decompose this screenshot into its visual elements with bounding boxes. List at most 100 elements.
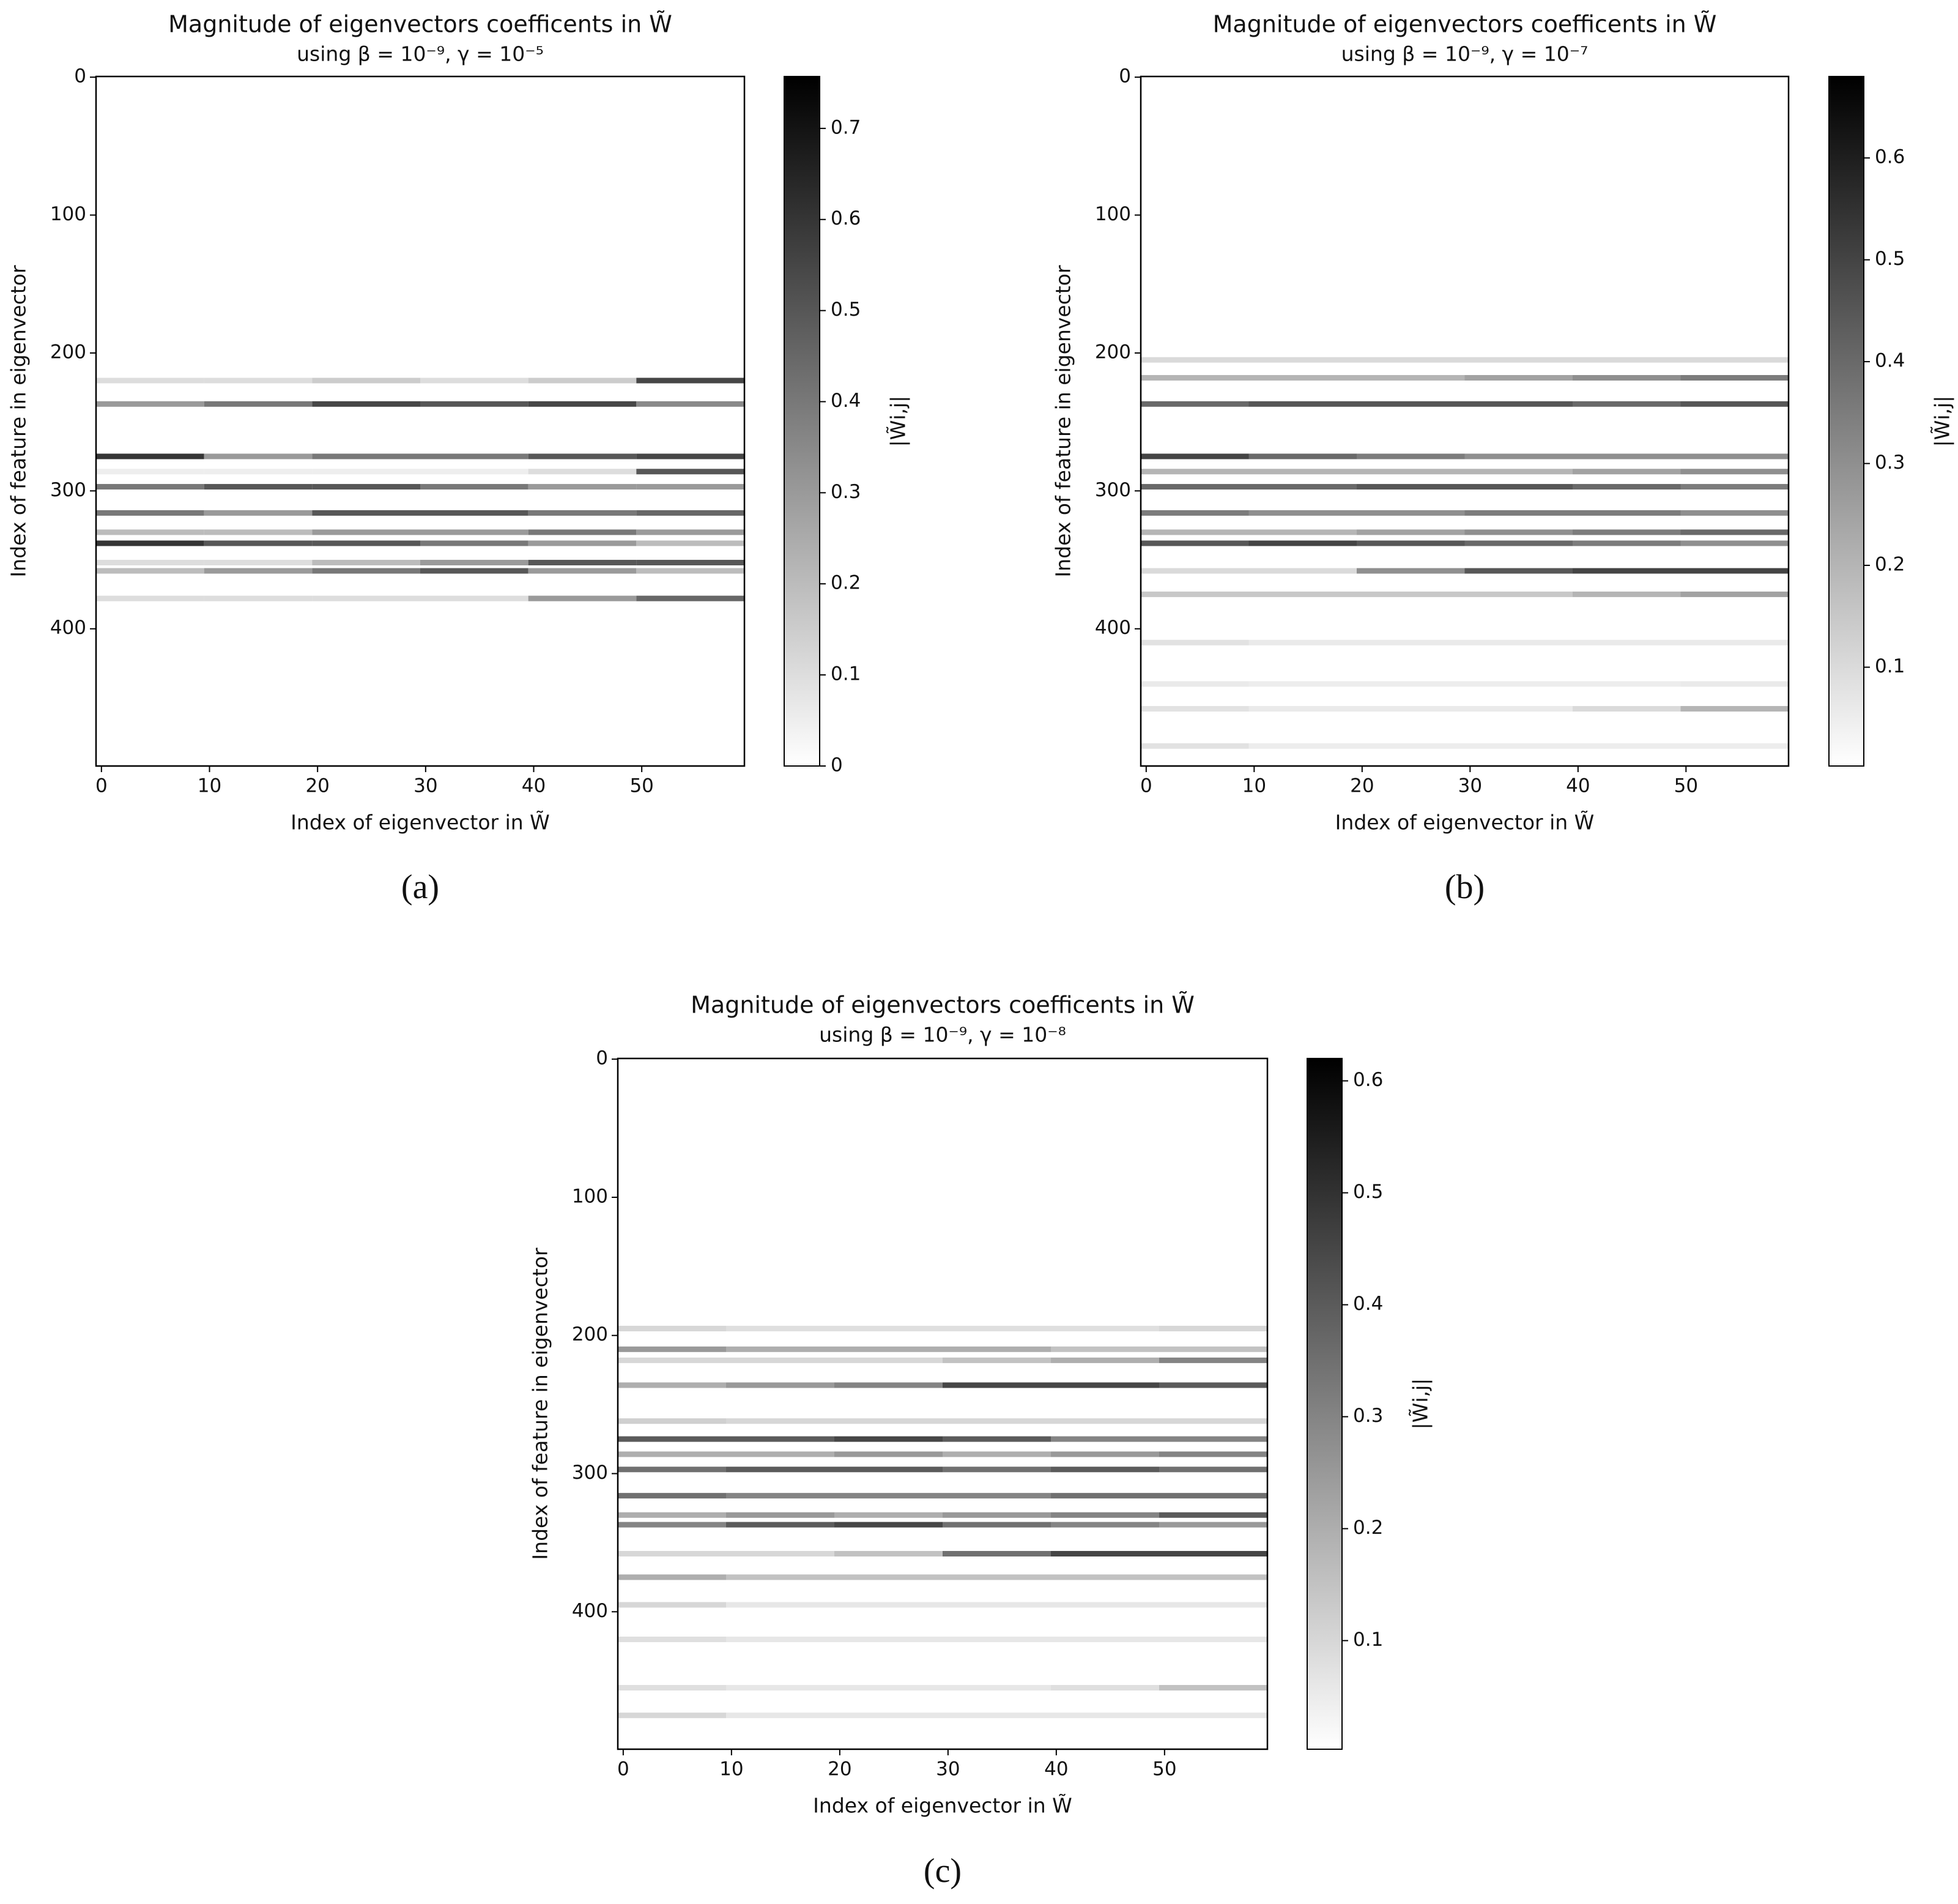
x-tick-label: 0 <box>1140 775 1152 797</box>
colorbar-tick-label: 0.4 <box>1875 350 1905 372</box>
heatmap-cell <box>1248 540 1357 546</box>
heatmap-cell <box>1573 568 1681 574</box>
heatmap-cell <box>636 510 744 516</box>
x-tick-label: 0 <box>617 1758 629 1780</box>
heatmap-cell <box>420 377 528 384</box>
y-tick-label: 300 <box>1095 479 1131 501</box>
heatmap-cell <box>528 469 637 475</box>
heatmap-cell <box>1159 1436 1267 1442</box>
heatmap-cell <box>312 595 420 601</box>
heatmap-cell <box>1680 484 1789 490</box>
heatmap-cell <box>312 469 420 475</box>
heatmap-cell <box>1680 469 1789 475</box>
heatmap-cell <box>726 1467 834 1473</box>
heatmap-cell <box>943 1325 1051 1331</box>
heatmap-cell <box>96 484 204 490</box>
heatmap-cell <box>1051 1712 1159 1719</box>
heatmap-cell <box>1159 1382 1267 1388</box>
y-tick-label: 400 <box>1095 617 1131 639</box>
heatmap-cell <box>204 401 313 407</box>
heatmap-cell <box>834 1550 943 1557</box>
heatmap-cell <box>1141 743 1249 749</box>
x-tick-label: 40 <box>1044 1758 1068 1780</box>
heatmap-cell <box>1159 1493 1267 1499</box>
colorbar-tick-label: 0.2 <box>831 572 861 594</box>
heatmap-cell <box>528 484 637 490</box>
heatmap-cell <box>96 529 204 535</box>
heatmap-cells <box>96 377 744 601</box>
plot-frame <box>1140 75 1790 767</box>
heatmap-cell <box>943 1451 1051 1457</box>
heatmap-cell <box>1248 743 1357 749</box>
heatmap-cell <box>1357 529 1465 535</box>
heatmap-cell <box>943 1512 1051 1518</box>
x-tick-label: 0 <box>95 775 108 797</box>
heatmap-cell <box>1159 1550 1267 1557</box>
heatmap-cell <box>636 595 744 601</box>
heatmap-cell <box>1357 705 1465 712</box>
heatmap-cell <box>1248 510 1357 516</box>
heatmap-cell <box>943 1685 1051 1691</box>
y-tick-label: 400 <box>50 617 86 639</box>
heatmap-cell <box>1051 1602 1159 1608</box>
heatmap-cell <box>96 453 204 459</box>
heatmap-cell <box>834 1467 943 1473</box>
heatmap-cell <box>1357 401 1465 407</box>
heatmap-cell <box>618 1418 726 1424</box>
heatmap-cell <box>943 1522 1051 1528</box>
plot-frame <box>617 1057 1269 1750</box>
heatmap-cell <box>312 377 420 384</box>
heatmap-cell <box>618 1512 726 1518</box>
heatmap-cell <box>1051 1574 1159 1580</box>
heatmap-cell <box>1464 510 1573 516</box>
y-tick-label: 400 <box>572 1600 608 1622</box>
colorbar-label: |W̃i,j| <box>886 396 910 447</box>
x-tick-label: 30 <box>1458 775 1482 797</box>
heatmap-cell <box>1357 374 1465 381</box>
heatmap-cell <box>834 1636 943 1643</box>
heatmap-cell <box>1141 705 1249 712</box>
heatmap-cell <box>204 377 313 384</box>
heatmap-cell <box>528 401 637 407</box>
heatmap-cell <box>726 1512 834 1518</box>
heatmap-cell <box>1159 1574 1267 1580</box>
heatmap-cell <box>943 1382 1051 1388</box>
heatmap-cell <box>528 560 637 566</box>
heatmap-cell <box>943 1418 1051 1424</box>
heatmap-cell <box>834 1436 943 1442</box>
heatmap-cell <box>1464 705 1573 712</box>
heatmap-cell <box>834 1712 943 1719</box>
heatmap-cell <box>636 540 744 546</box>
chart-title: Magnitude of eigenvectors coefficents in… <box>168 11 672 38</box>
heatmap-cell <box>1357 540 1465 546</box>
heatmap-cell <box>1141 484 1249 490</box>
heatmap-cell <box>204 484 313 490</box>
plot-frame <box>95 75 746 767</box>
heatmap-cell <box>1464 484 1573 490</box>
heatmap-cell <box>834 1493 943 1499</box>
x-tick-label: 40 <box>1566 775 1590 797</box>
heatmap-cell <box>834 1357 943 1363</box>
heatmap-cell <box>636 401 744 407</box>
heatmap-cell <box>1464 591 1573 597</box>
heatmap-cell <box>1141 401 1249 407</box>
heatmap-cell <box>943 1712 1051 1719</box>
heatmap-cell <box>943 1467 1051 1473</box>
heatmap-cell <box>943 1493 1051 1499</box>
heatmap-cell <box>726 1574 834 1580</box>
heatmap-cell <box>618 1602 726 1608</box>
heatmap-cell <box>1051 1685 1159 1691</box>
heatmap-cell <box>528 529 637 535</box>
x-tick-label: 10 <box>719 1758 743 1780</box>
heatmap-cell <box>1051 1346 1159 1352</box>
heatmap-cell <box>1680 529 1789 535</box>
heatmap-cell <box>1357 357 1465 363</box>
colorbar <box>1307 1058 1343 1750</box>
heatmap-cell <box>1680 639 1789 645</box>
heatmap-cell <box>1573 469 1681 475</box>
heatmap-cell <box>636 484 744 490</box>
colorbar-tick-label: 0.6 <box>831 207 861 229</box>
heatmap-cell <box>312 540 420 546</box>
x-tick-label: 30 <box>936 1758 960 1780</box>
y-tick-label: 300 <box>50 479 86 501</box>
